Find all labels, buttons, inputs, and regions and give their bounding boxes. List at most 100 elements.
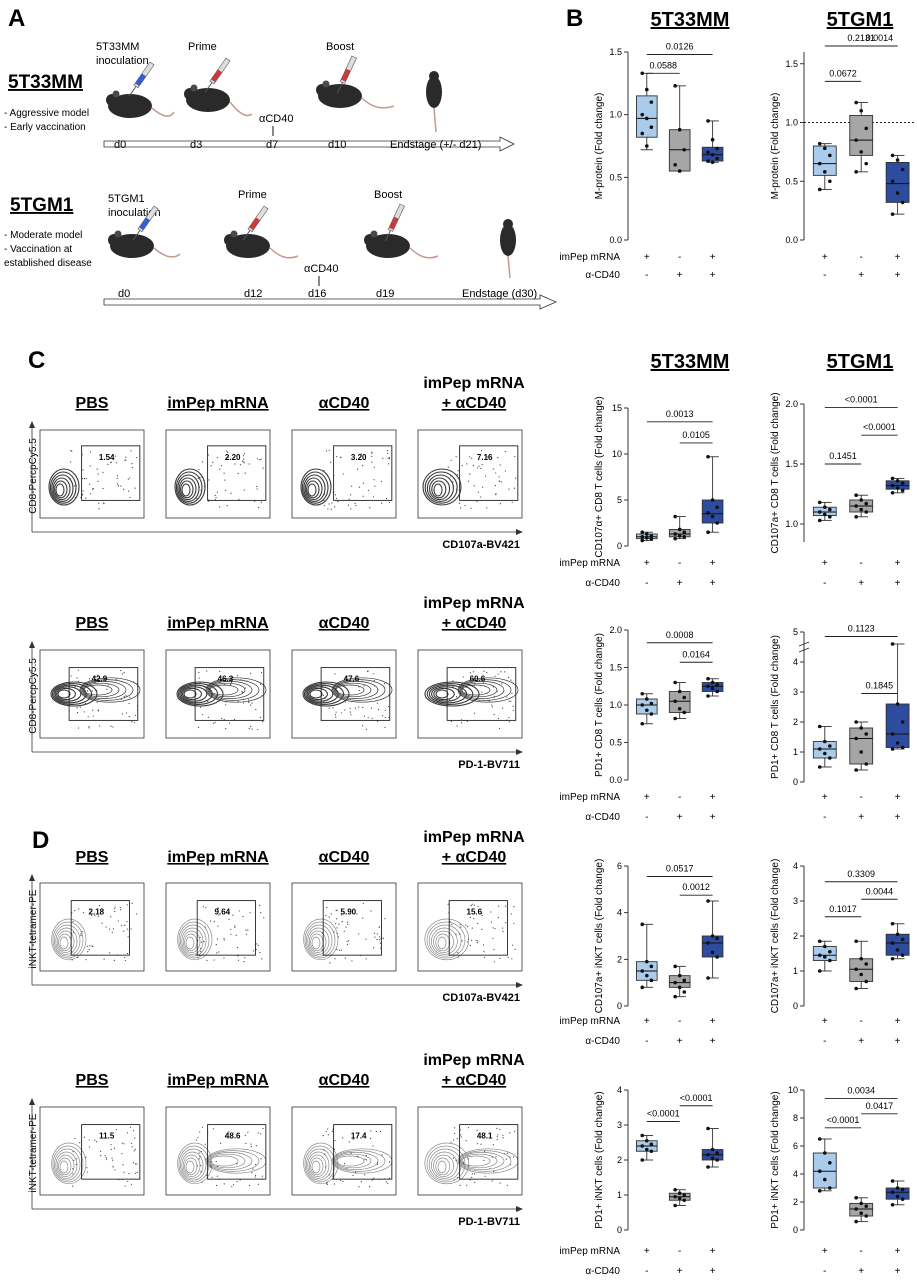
event-dot [491,1156,493,1158]
event-dot [325,914,327,917]
event-dot [123,672,125,674]
event-dot [199,1131,201,1133]
event-dot [321,932,324,934]
event-dot [221,718,223,720]
event-dot [121,1153,123,1155]
flow-plot: 9.64 [165,882,271,972]
p-value: <0.0001 [827,1115,860,1125]
p-value: <0.0001 [845,395,878,405]
event-dot [110,1144,112,1146]
data-point [640,112,645,117]
event-dot [504,905,507,907]
event-dot [201,1181,203,1183]
event-dot [476,941,478,944]
data-point [859,108,863,113]
event-dot [346,921,349,923]
event-dot [201,476,203,479]
event-dot [455,488,457,491]
event-dot [350,1152,352,1154]
event-dot [377,688,379,690]
event-dot [96,701,98,703]
event-dot [452,485,455,487]
data-point [715,682,719,687]
event-dot [204,1158,206,1160]
event-dot [218,914,220,916]
contour [180,1148,207,1181]
event-dot [347,923,349,926]
contour [310,1157,324,1176]
event-dot [197,726,200,729]
event-dot [198,677,200,679]
event-dot [79,1142,81,1144]
event-dot [240,679,242,681]
data-point [673,84,677,88]
event-dot [468,684,471,686]
event-dot [347,940,350,942]
contour [205,677,267,703]
event-dot [224,489,227,491]
boxplot-b1: 0.0 0.5 1.0 1.5 M-protein (Fold change) 0.058… [559,42,724,281]
event-dot [380,480,383,483]
event-dot [232,1184,235,1186]
event-dot [455,933,457,935]
event-dot [460,694,462,696]
event-label-inoculation: 5TGM1 [108,193,145,205]
event-dot [196,497,198,499]
y-tick-label: 1.0 [785,519,798,529]
group-header: imPep mRNA [167,395,269,412]
data-point [677,689,682,694]
data-point [828,153,832,158]
plot-frame [39,882,145,972]
event-dot [450,475,452,477]
gate [459,445,519,501]
box [812,145,837,176]
data-point [895,158,900,162]
axis-label-y: CD8-PercpCy5.5 [28,438,39,514]
arrow-head [29,874,35,881]
y-tick-label: 1.0 [609,700,622,710]
data-point [673,980,677,985]
event-dot [89,465,91,467]
event-dot [460,507,462,509]
event-dot [127,478,129,480]
y-tick-label: 0.0 [609,775,622,785]
event-dot [321,949,323,951]
event-dot [247,699,250,701]
contour [334,682,372,698]
event-dot [131,721,133,723]
event-dot [89,493,92,495]
model-note: - Moderate model [4,230,82,241]
event-dot [114,908,116,910]
event-dot [388,694,390,696]
event-dot [378,926,380,928]
event-dot [510,679,512,681]
event-dot [134,487,136,489]
gate-percentage: 48.6 [225,1132,241,1141]
event-dot [258,506,260,509]
event-dot [450,1141,452,1143]
data-point [640,703,645,707]
data-point [645,532,649,536]
y-axis-label: CD107a+ iNKT cells (Fold change) [594,859,605,1014]
plot-frame [165,429,271,519]
event-dot [125,456,127,458]
event-dot [134,1163,137,1165]
treatment-sign: + [822,558,828,569]
event-dot [474,1181,476,1184]
contour [207,681,253,699]
event-dot [473,1173,476,1175]
gate [81,445,141,501]
data-point [710,1147,715,1152]
event-dot [234,925,236,927]
data-point [706,150,710,155]
box [885,161,910,203]
event-dot [110,916,112,918]
event-dot [88,1146,91,1148]
contour [437,1160,447,1174]
event-dot [228,918,230,921]
event-dot [236,946,239,949]
data-point [890,483,895,488]
event-dot [362,495,364,497]
treatment-label: imPep mRNA [559,792,620,803]
event-dot [248,727,250,730]
